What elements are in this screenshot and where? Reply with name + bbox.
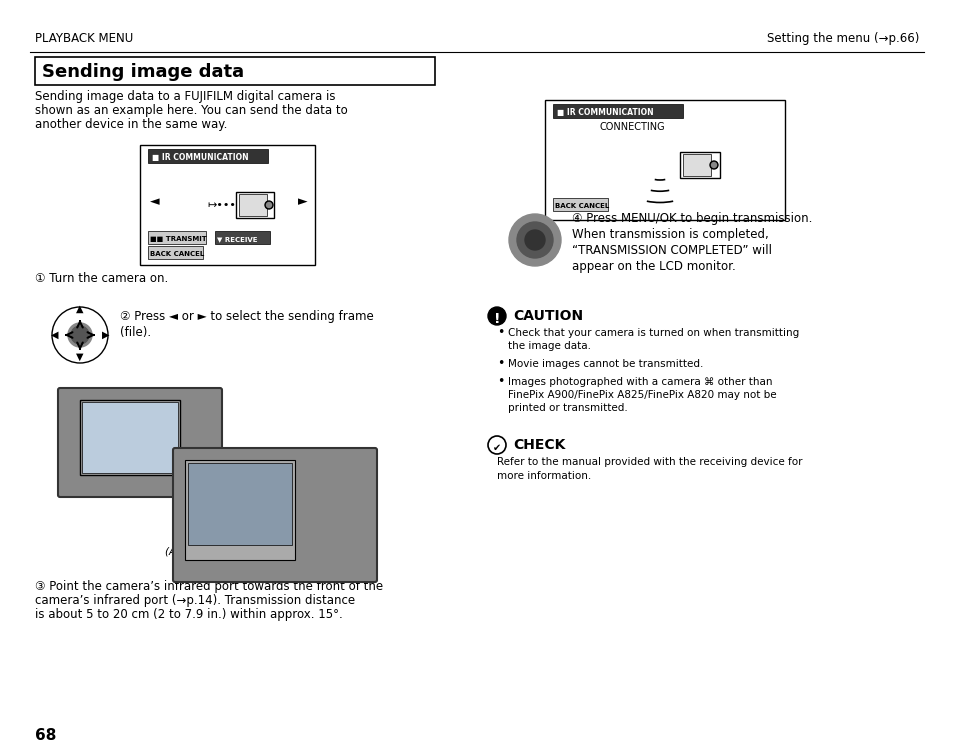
FancyBboxPatch shape (148, 246, 203, 259)
FancyBboxPatch shape (148, 149, 268, 163)
Text: ▼: ▼ (76, 352, 84, 362)
Circle shape (709, 161, 718, 169)
Text: BACK CANCEL: BACK CANCEL (150, 251, 204, 257)
Text: Sending image data: Sending image data (42, 63, 244, 81)
Circle shape (509, 214, 560, 266)
Text: “TRANSMISSION COMPLETED” will: “TRANSMISSION COMPLETED” will (572, 244, 771, 257)
Text: ② Press ◄ or ► to select the sending frame: ② Press ◄ or ► to select the sending fra… (120, 310, 374, 323)
Text: !: ! (494, 312, 499, 326)
FancyBboxPatch shape (235, 192, 274, 218)
Text: ↦•••: ↦••• (207, 200, 235, 210)
Text: ▶: ▶ (102, 330, 110, 340)
Circle shape (524, 230, 544, 250)
Text: ◀: ◀ (51, 330, 59, 340)
FancyBboxPatch shape (553, 198, 607, 211)
Text: PLAYBACK MENU: PLAYBACK MENU (35, 32, 133, 45)
Text: Setting the menu (→p.66): Setting the menu (→p.66) (766, 32, 918, 45)
FancyBboxPatch shape (82, 402, 178, 473)
FancyBboxPatch shape (682, 154, 710, 176)
FancyBboxPatch shape (553, 104, 682, 118)
Circle shape (68, 323, 91, 347)
Text: FinePix A900/FinePix A825/FinePix A820 may not be: FinePix A900/FinePix A825/FinePix A820 m… (507, 390, 776, 400)
Text: appear on the LCD monitor.: appear on the LCD monitor. (572, 260, 735, 273)
Text: ▼ RECEIVE: ▼ RECEIVE (216, 236, 257, 242)
FancyBboxPatch shape (544, 100, 784, 220)
Text: camera’s infrared port (→p.14). Transmission distance: camera’s infrared port (→p.14). Transmis… (35, 594, 355, 607)
FancyBboxPatch shape (185, 460, 294, 560)
Text: When transmission is completed,: When transmission is completed, (572, 228, 768, 241)
Text: ③ Point the camera’s infrared port towards the front of the: ③ Point the camera’s infrared port towar… (35, 580, 383, 593)
Text: more information.: more information. (497, 471, 591, 481)
Circle shape (711, 162, 716, 168)
FancyBboxPatch shape (140, 145, 314, 265)
Text: •: • (497, 375, 504, 388)
Text: ▲: ▲ (76, 304, 84, 314)
Circle shape (52, 307, 108, 363)
FancyBboxPatch shape (214, 231, 270, 244)
FancyBboxPatch shape (679, 152, 720, 178)
Circle shape (266, 202, 272, 208)
Circle shape (71, 326, 89, 344)
Circle shape (517, 222, 553, 258)
FancyBboxPatch shape (239, 194, 267, 216)
FancyBboxPatch shape (148, 231, 206, 244)
Text: CAUTION: CAUTION (513, 309, 582, 323)
Text: ◄: ◄ (150, 195, 159, 208)
Text: ① Turn the camera on.: ① Turn the camera on. (35, 272, 168, 285)
Text: (Angle: up to 15°): (Angle: up to 15°) (165, 547, 258, 557)
Text: Refer to the manual provided with the receiving device for: Refer to the manual provided with the re… (497, 457, 801, 467)
Text: ■ IR COMMUNICATION: ■ IR COMMUNICATION (152, 153, 249, 162)
Text: CHECK: CHECK (513, 438, 565, 452)
Text: is about 5 to 20 cm (2 to 7.9 in.) within approx. 15°.: is about 5 to 20 cm (2 to 7.9 in.) withi… (35, 608, 342, 621)
Text: •: • (497, 357, 504, 370)
Text: Movie images cannot be transmitted.: Movie images cannot be transmitted. (507, 359, 702, 369)
Text: Images photographed with a camera ⌘ other than: Images photographed with a camera ⌘ othe… (507, 377, 772, 387)
FancyBboxPatch shape (35, 57, 435, 85)
Text: ✔: ✔ (493, 443, 500, 453)
FancyBboxPatch shape (188, 463, 292, 545)
Text: printed or transmitted.: printed or transmitted. (507, 403, 627, 413)
Text: •: • (497, 326, 504, 339)
Text: ■ IR COMMUNICATION: ■ IR COMMUNICATION (557, 108, 653, 117)
Text: Sending image data to a FUJIFILM digital camera is: Sending image data to a FUJIFILM digital… (35, 90, 335, 103)
Text: (file).: (file). (120, 326, 151, 339)
Circle shape (488, 436, 505, 454)
Text: ■■ TRANSMIT: ■■ TRANSMIT (150, 236, 207, 242)
Text: ►: ► (297, 195, 307, 208)
Text: CONNECTING: CONNECTING (599, 122, 665, 132)
Text: BACK CANCEL: BACK CANCEL (555, 203, 609, 209)
Circle shape (265, 201, 273, 209)
Text: shown as an example here. You can send the data to: shown as an example here. You can send t… (35, 104, 348, 117)
Text: 68: 68 (35, 728, 56, 743)
Text: Check that your camera is turned on when transmitting: Check that your camera is turned on when… (507, 328, 799, 338)
Text: ④ Press MENU/OK to begin transmission.: ④ Press MENU/OK to begin transmission. (572, 212, 812, 225)
Text: another device in the same way.: another device in the same way. (35, 118, 227, 131)
FancyBboxPatch shape (172, 448, 376, 582)
Circle shape (488, 307, 505, 325)
FancyBboxPatch shape (80, 400, 180, 475)
FancyBboxPatch shape (58, 388, 222, 497)
Text: the image data.: the image data. (507, 341, 590, 351)
